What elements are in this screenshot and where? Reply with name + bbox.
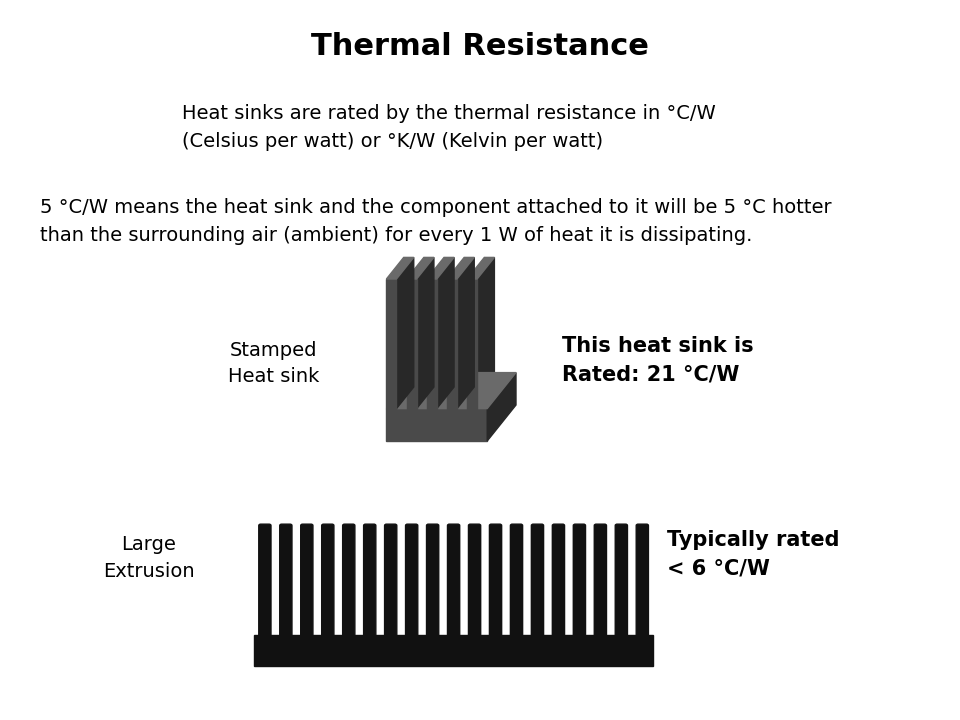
- FancyBboxPatch shape: [511, 524, 522, 636]
- FancyBboxPatch shape: [300, 524, 313, 636]
- Polygon shape: [426, 257, 454, 279]
- FancyBboxPatch shape: [259, 524, 271, 636]
- Polygon shape: [386, 257, 414, 279]
- FancyBboxPatch shape: [279, 524, 292, 636]
- Polygon shape: [386, 279, 396, 409]
- Polygon shape: [467, 279, 477, 409]
- FancyBboxPatch shape: [615, 524, 628, 636]
- FancyBboxPatch shape: [385, 524, 396, 636]
- Polygon shape: [446, 257, 474, 279]
- FancyBboxPatch shape: [405, 524, 418, 636]
- FancyBboxPatch shape: [364, 524, 376, 636]
- Text: Large
Extrusion: Large Extrusion: [103, 535, 195, 581]
- FancyBboxPatch shape: [636, 524, 648, 636]
- Polygon shape: [437, 257, 454, 409]
- Polygon shape: [396, 257, 414, 409]
- Polygon shape: [426, 279, 437, 409]
- Polygon shape: [467, 257, 494, 279]
- Polygon shape: [386, 409, 488, 441]
- Polygon shape: [407, 279, 417, 409]
- FancyBboxPatch shape: [426, 524, 439, 636]
- Polygon shape: [386, 373, 516, 409]
- Text: Typically rated
< 6 °C/W: Typically rated < 6 °C/W: [667, 531, 840, 578]
- Polygon shape: [446, 279, 457, 409]
- FancyBboxPatch shape: [468, 524, 481, 636]
- Polygon shape: [417, 257, 434, 409]
- FancyBboxPatch shape: [573, 524, 586, 636]
- FancyBboxPatch shape: [490, 524, 502, 636]
- FancyBboxPatch shape: [322, 524, 334, 636]
- Text: 5 °C/W means the heat sink and the component attached to it will be 5 °C hotter
: 5 °C/W means the heat sink and the compo…: [40, 198, 832, 245]
- Polygon shape: [457, 257, 474, 409]
- Polygon shape: [477, 257, 494, 409]
- Text: Heat sinks are rated by the thermal resistance in °C/W
(Celsius per watt) or °K/: Heat sinks are rated by the thermal resi…: [182, 104, 716, 151]
- Polygon shape: [407, 257, 434, 279]
- Polygon shape: [488, 373, 516, 441]
- FancyBboxPatch shape: [552, 524, 564, 636]
- FancyBboxPatch shape: [447, 524, 460, 636]
- Bar: [254, 635, 653, 666]
- FancyBboxPatch shape: [532, 524, 543, 636]
- FancyBboxPatch shape: [594, 524, 607, 636]
- Text: Stamped
Heat sink: Stamped Heat sink: [228, 341, 320, 387]
- FancyBboxPatch shape: [343, 524, 355, 636]
- Text: This heat sink is
Rated: 21 °C/W: This heat sink is Rated: 21 °C/W: [562, 336, 754, 384]
- Text: Thermal Resistance: Thermal Resistance: [311, 32, 649, 61]
